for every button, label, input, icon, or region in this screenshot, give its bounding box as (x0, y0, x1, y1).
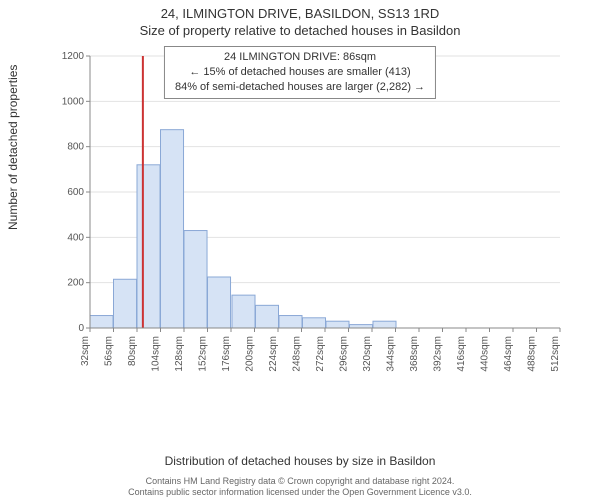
histogram-bar (114, 279, 137, 328)
y-axis-label: Number of detached properties (6, 65, 20, 230)
histogram-bar (161, 130, 184, 328)
chart-container: 24, ILMINGTON DRIVE, BASILDON, SS13 1RD … (0, 0, 600, 500)
x-tick-label: 128sqm (174, 336, 185, 372)
histogram-bar (184, 231, 207, 328)
y-tick-label: 1000 (62, 96, 85, 107)
annotation-line-2: ← 15% of detached houses are smaller (41… (175, 65, 425, 80)
histogram-bar (255, 305, 278, 328)
x-tick-label: 296sqm (339, 336, 350, 372)
x-tick-label: 80sqm (127, 336, 138, 366)
address-title: 24, ILMINGTON DRIVE, BASILDON, SS13 1RD (0, 0, 600, 21)
histogram-bar (232, 295, 255, 328)
y-tick-label: 1200 (62, 51, 85, 62)
histogram-bar (373, 321, 396, 328)
x-axis-label: Distribution of detached houses by size … (0, 454, 600, 468)
x-tick-label: 272sqm (315, 336, 326, 372)
x-tick-label: 56sqm (104, 336, 115, 366)
x-tick-label: 488sqm (527, 336, 538, 372)
x-tick-label: 320sqm (362, 336, 373, 372)
bars (90, 130, 396, 328)
x-tick-label: 368sqm (409, 336, 420, 372)
x-tick-label: 464sqm (503, 336, 514, 372)
x-tick-label: 344sqm (386, 336, 397, 372)
x-tick-label: 104sqm (151, 336, 162, 372)
x-tick-label: 200sqm (245, 336, 256, 372)
subtitle: Size of property relative to detached ho… (0, 21, 600, 38)
x-tick-label: 512sqm (550, 336, 561, 372)
x-tick-label: 416sqm (456, 336, 467, 372)
histogram-bar (90, 316, 113, 328)
y-tick-label: 800 (67, 142, 84, 153)
footer-line-2: Contains public sector information licen… (0, 487, 600, 498)
x-tick-label: 152sqm (198, 336, 209, 372)
histogram-bar (208, 277, 231, 328)
x-tick-label: 224sqm (268, 336, 279, 372)
footer-line-1: Contains HM Land Registry data © Crown c… (0, 476, 600, 487)
footer: Contains HM Land Registry data © Crown c… (0, 476, 600, 499)
histogram-bar (137, 165, 160, 328)
annotation-line-3: 84% of semi-detached houses are larger (… (175, 80, 425, 95)
histogram-bar (326, 321, 349, 328)
x-tick-label: 32sqm (80, 336, 91, 366)
annotation-box: 24 ILMINGTON DRIVE: 86sqm ← 15% of detac… (164, 46, 436, 99)
histogram-bar (302, 318, 325, 328)
y-tick-label: 600 (67, 187, 84, 198)
y-tick-label: 400 (67, 232, 84, 243)
histogram-bar (349, 325, 372, 328)
y-tick-label: 0 (78, 323, 84, 334)
x-tick-label: 440sqm (480, 336, 491, 372)
histogram-bar (279, 316, 302, 328)
x-tick-label: 392sqm (433, 336, 444, 372)
x-tick-label: 176sqm (221, 336, 232, 372)
annotation-line-1: 24 ILMINGTON DRIVE: 86sqm (175, 50, 425, 65)
y-tick-label: 200 (67, 278, 84, 289)
x-tick-label: 248sqm (292, 336, 303, 372)
